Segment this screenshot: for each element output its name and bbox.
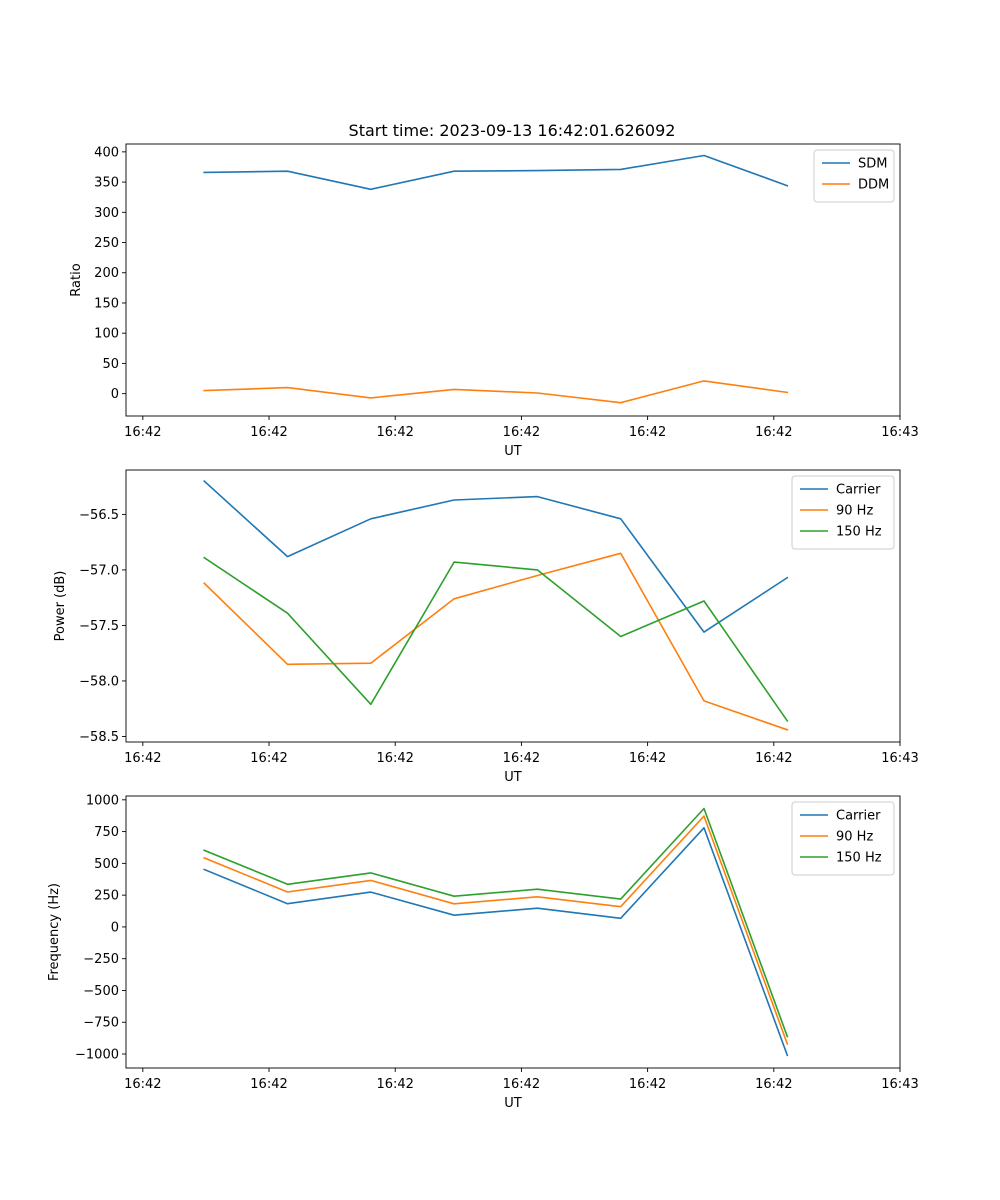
- y-tick-label: 250: [94, 236, 119, 251]
- x-tick-label: 16:42: [250, 425, 287, 440]
- x-tick-label: 16:43: [881, 1077, 918, 1092]
- series-line-90-hz: [203, 815, 789, 1045]
- y-tick-label: 1000: [86, 793, 119, 808]
- y-tick-label: −750: [83, 1016, 119, 1031]
- legend-label: 150 Hz: [836, 851, 882, 866]
- x-tick-label: 16:42: [755, 425, 792, 440]
- x-tick-label: 16:42: [629, 751, 666, 766]
- x-axis-label: UT: [504, 770, 522, 785]
- series-line-90-hz: [203, 552, 789, 731]
- x-tick-label: 16:42: [629, 1077, 666, 1092]
- y-tick-label: −500: [83, 984, 119, 999]
- x-tick-label: 16:42: [503, 751, 540, 766]
- x-tick-label: 16:42: [376, 425, 413, 440]
- series-line-carrier: [203, 826, 789, 1057]
- y-tick-label: 400: [94, 145, 119, 160]
- y-tick-label: −1000: [75, 1048, 119, 1063]
- series-line-150-hz: [203, 556, 789, 723]
- legend-label: 90 Hz: [836, 830, 873, 845]
- x-tick-label: 16:43: [881, 425, 918, 440]
- x-tick-label: 16:42: [124, 1077, 161, 1092]
- y-tick-label: 50: [102, 357, 119, 372]
- legend-label: 150 Hz: [836, 525, 882, 540]
- x-tick-label: 16:42: [124, 425, 161, 440]
- subplot-3: 16:42 16:42 16:42 16:42 16:42 16:42 16:43 1000 7…: [47, 793, 919, 1111]
- x-tick-label: 16:42: [755, 751, 792, 766]
- axes-frame: [125, 469, 901, 743]
- y-tick-label: −58.5: [79, 730, 119, 745]
- legend-label: DDM: [858, 178, 889, 193]
- y-tick-label: 250: [94, 889, 119, 904]
- axes-frame: [125, 795, 901, 1069]
- subplot-1: 16:42 16:42 16:42 16:42 16:42 16:42 16:43 400 35…: [69, 143, 919, 459]
- legend-label: Carrier: [836, 483, 881, 498]
- y-tick-label: −57.5: [79, 619, 119, 634]
- y-axis-label: Frequency (Hz): [47, 883, 62, 981]
- y-tick-label: 150: [94, 296, 119, 311]
- y-axis-label: Power (dB): [53, 571, 68, 642]
- y-tick-label: 0: [111, 920, 119, 935]
- x-tick-label: 16:42: [250, 1077, 287, 1092]
- series-line-sdm: [203, 154, 789, 191]
- x-tick-label: 16:43: [881, 751, 918, 766]
- y-tick-label: 350: [94, 176, 119, 191]
- legend-label: 90 Hz: [836, 504, 873, 519]
- y-tick-label: −250: [83, 952, 119, 967]
- x-tick-label: 16:42: [376, 1077, 413, 1092]
- x-tick-label: 16:42: [250, 751, 287, 766]
- y-tick-label: −58.0: [79, 674, 119, 689]
- x-tick-label: 16:42: [503, 425, 540, 440]
- y-tick-label: 300: [94, 206, 119, 221]
- y-tick-label: 0: [111, 387, 119, 402]
- y-axis-label: Ratio: [69, 263, 84, 296]
- x-axis-label: UT: [504, 1096, 522, 1111]
- x-axis-label: UT: [504, 444, 522, 459]
- legend: Carrier 90 Hz 150 Hz: [791, 475, 895, 550]
- subplot-2: 16:42 16:42 16:42 16:42 16:42 16:42 16:43 −56.5…: [53, 469, 919, 785]
- figure-title: Start time: 2023-09-13 16:42:01.626092: [349, 121, 676, 140]
- y-tick-label: 200: [94, 266, 119, 281]
- series-line-ddm: [203, 380, 789, 404]
- legend-label: SDM: [858, 157, 887, 172]
- axes-frame: [125, 143, 901, 417]
- x-tick-label: 16:42: [124, 751, 161, 766]
- legend: SDM DDM: [813, 149, 895, 203]
- y-tick-label: 500: [94, 857, 119, 872]
- x-tick-label: 16:42: [376, 751, 413, 766]
- legend: Carrier 90 Hz 150 Hz: [791, 801, 895, 876]
- x-tick-label: 16:42: [755, 1077, 792, 1092]
- legend-label: Carrier: [836, 809, 881, 824]
- y-tick-label: −57.0: [79, 563, 119, 578]
- x-tick-label: 16:42: [503, 1077, 540, 1092]
- y-tick-label: −56.5: [79, 508, 119, 523]
- series-line-150-hz: [203, 807, 789, 1038]
- x-tick-label: 16:42: [629, 425, 666, 440]
- series-line-carrier: [203, 479, 789, 633]
- y-tick-label: 100: [94, 327, 119, 342]
- y-tick-label: 750: [94, 825, 119, 840]
